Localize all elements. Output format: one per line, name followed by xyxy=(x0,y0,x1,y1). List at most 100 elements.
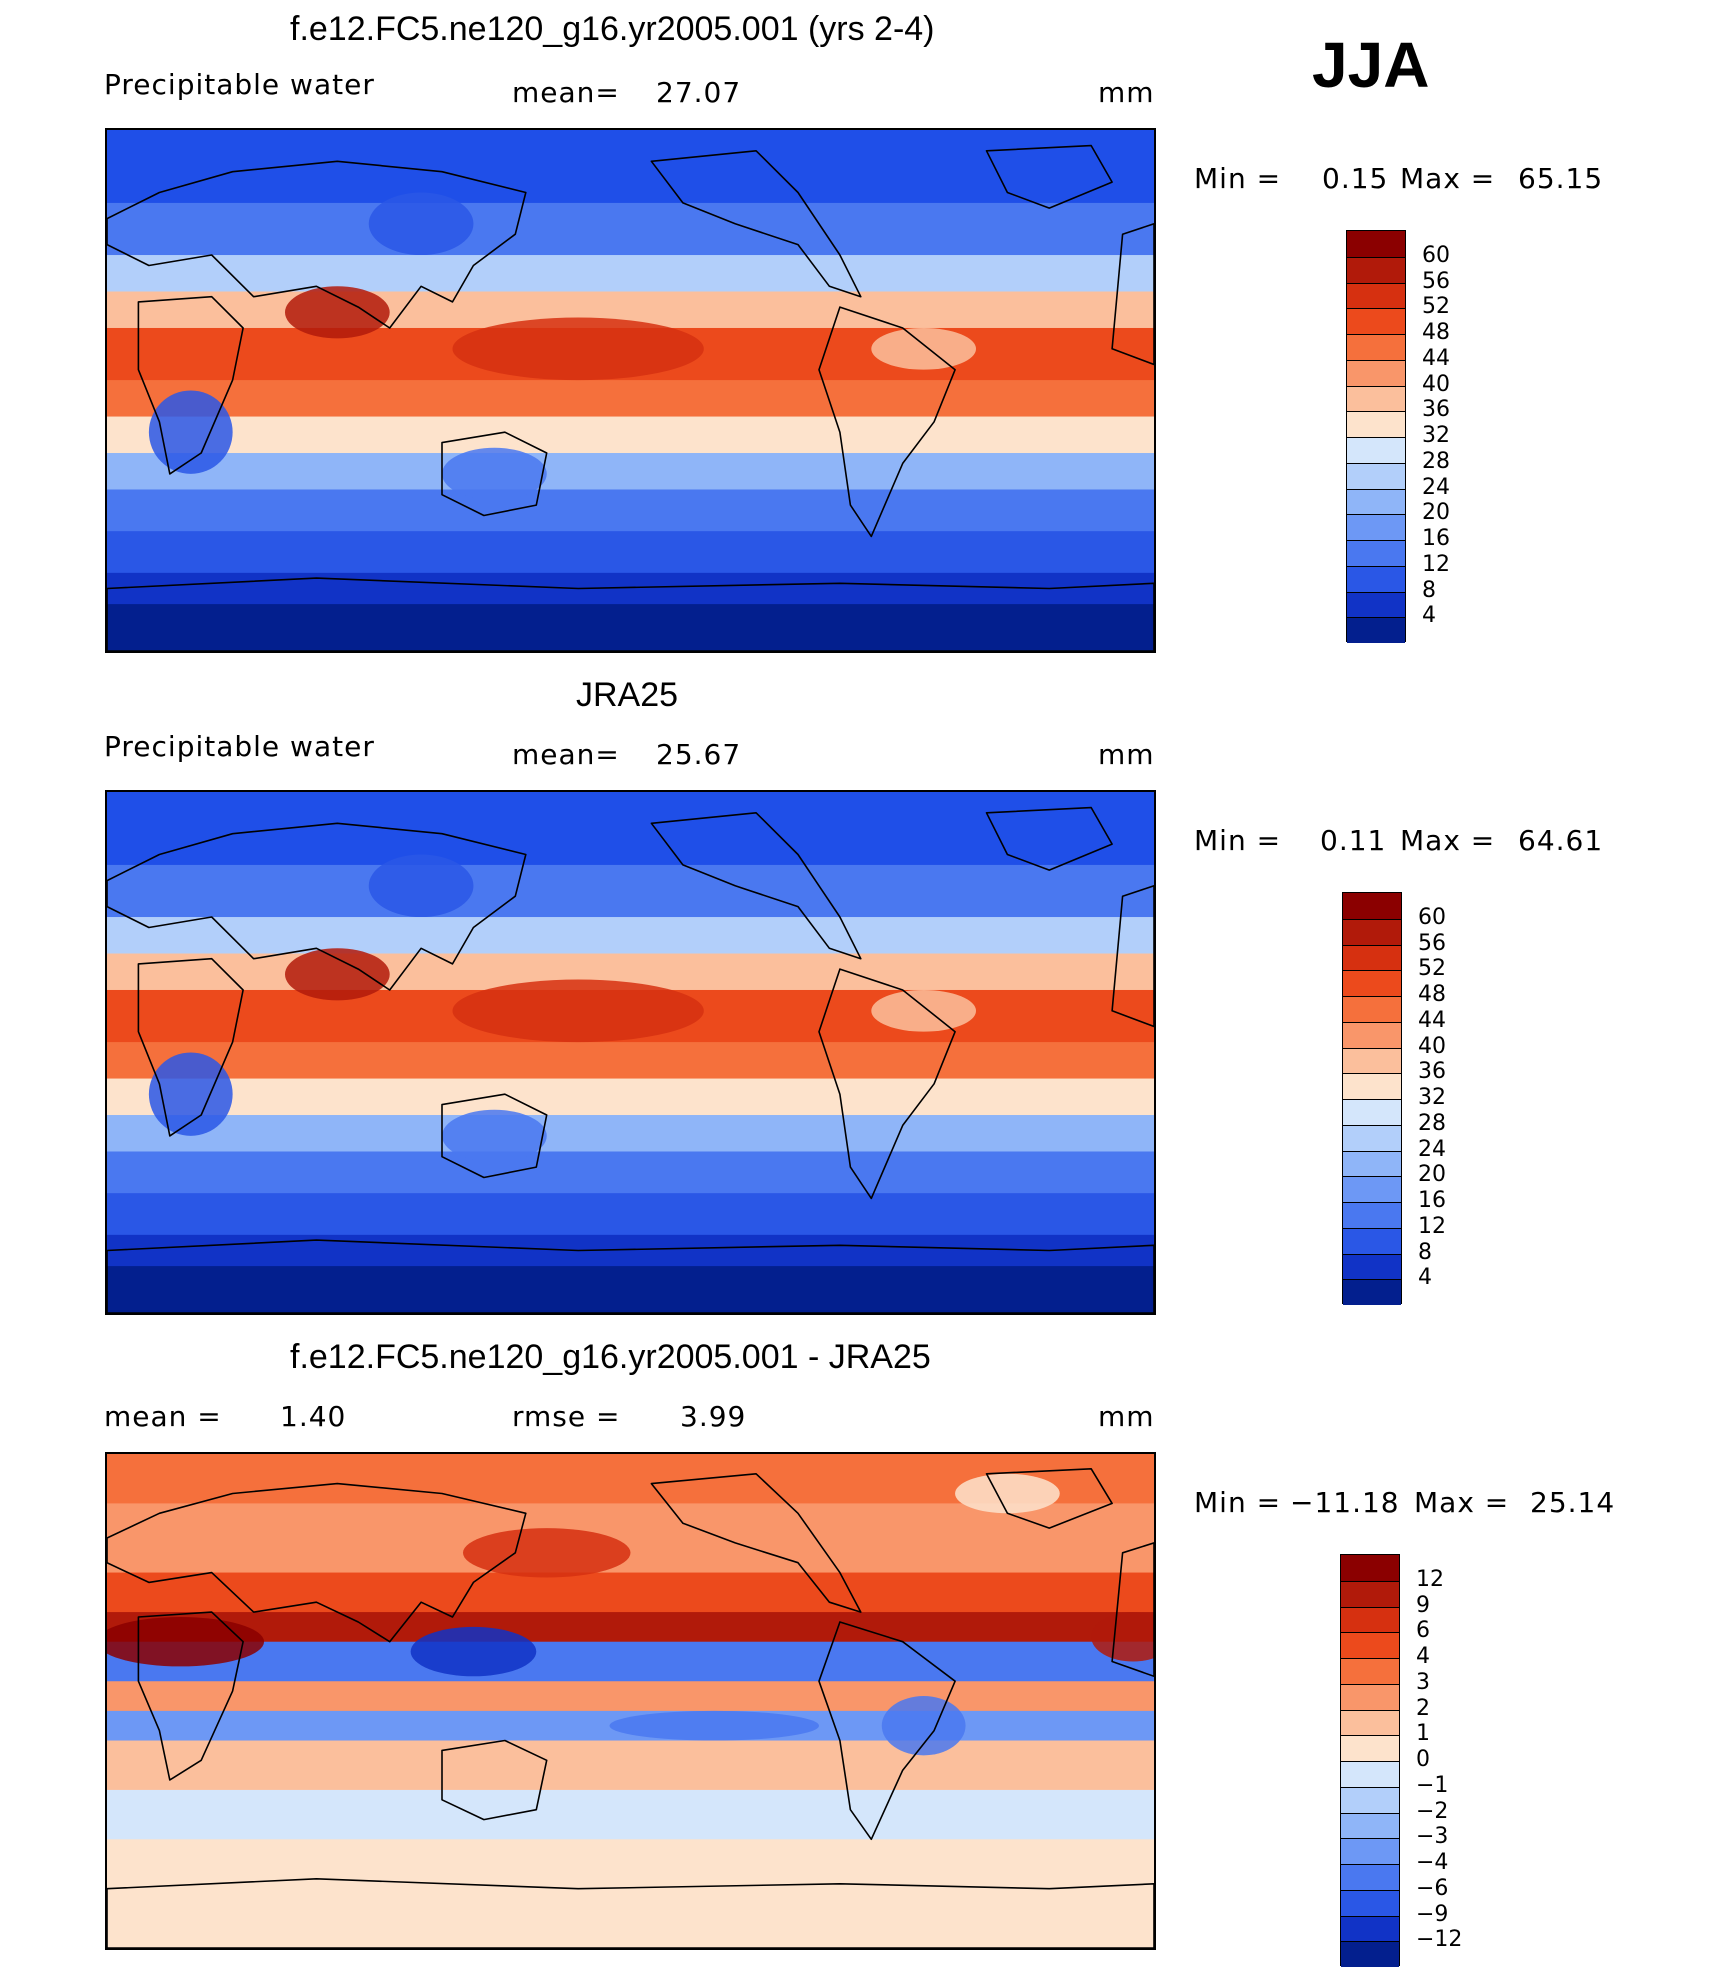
colorbar-segment xyxy=(1343,1047,1401,1074)
colorbar-segment xyxy=(1347,514,1405,540)
colorbar-segment xyxy=(1343,1021,1401,1048)
colorbar-segment xyxy=(1347,437,1405,463)
colorbar-segment xyxy=(1341,1786,1399,1813)
panel-1-units: mm xyxy=(1098,76,1155,109)
panel-1-mean-label: mean= xyxy=(512,76,620,109)
coastline xyxy=(137,295,244,475)
colorbar-tick-label: 36 xyxy=(1418,1059,1446,1085)
panel-3-map xyxy=(105,1452,1156,1950)
colorbar-tick-label: 12 xyxy=(1418,1213,1446,1239)
coastline xyxy=(107,1239,1154,1313)
colorbar-segment xyxy=(1341,1889,1399,1916)
colorbar-tick-label: 16 xyxy=(1422,526,1450,551)
colorbar-segment xyxy=(1347,231,1405,257)
coastline xyxy=(818,306,956,538)
colorbar-segment xyxy=(1347,385,1405,412)
field-band xyxy=(107,531,1154,574)
panel-2-colorbar: 60 56 52 48 44 40 36 32 28 24 20 16 12 8 4 xyxy=(1342,892,1542,1305)
colorbar-tick-label: 12 xyxy=(1422,551,1450,577)
colorbar-segment xyxy=(1343,918,1401,945)
colorbar-box xyxy=(1346,230,1406,643)
panel-3-min-value: −11.18 xyxy=(1290,1486,1400,1519)
panel-1-min-label: Min = xyxy=(1194,162,1282,195)
colorbar-tick-label: 60 xyxy=(1422,242,1450,268)
coastline xyxy=(107,1482,527,1643)
colorbar-tick-label: 8 xyxy=(1422,577,1436,603)
colorbar-segment xyxy=(1347,411,1405,437)
panel-2-variable-label: Precipitable water xyxy=(104,730,375,763)
field-band xyxy=(107,792,1154,866)
panel-3-max-label: Max = xyxy=(1414,1486,1510,1519)
field-band xyxy=(107,1078,1154,1117)
colorbar-segment xyxy=(1343,1099,1401,1125)
field-band xyxy=(107,1839,1154,1948)
field-anomaly xyxy=(452,979,704,1043)
field-band xyxy=(107,1234,1154,1268)
field-band xyxy=(107,1789,1154,1841)
colorbar-segment xyxy=(1347,462,1405,489)
panel-2-min-value: 0.11 xyxy=(1320,824,1387,857)
colorbar-segment xyxy=(1347,256,1405,283)
panel-3-map-canvas xyxy=(107,1454,1154,1948)
colorbar-tick-label: 20 xyxy=(1422,500,1450,526)
field-anomaly xyxy=(871,327,977,370)
colorbar-tick-label: 32 xyxy=(1418,1085,1446,1110)
colorbar-segment xyxy=(1341,1838,1399,1864)
field-anomaly xyxy=(881,1696,966,1756)
field-anomaly xyxy=(955,1473,1060,1514)
colorbar-tick-label: 60 xyxy=(1418,904,1446,930)
coastline xyxy=(137,1611,244,1781)
colorbar-tick-label: 28 xyxy=(1422,448,1450,474)
field-band xyxy=(107,1572,1154,1614)
field-anomaly xyxy=(368,854,474,918)
field-band xyxy=(107,604,1154,651)
panel-2-max-value: 64.61 xyxy=(1518,824,1604,857)
field-anomaly xyxy=(368,192,474,256)
field-band xyxy=(107,130,1154,204)
field-anomaly xyxy=(462,1528,631,1578)
colorbar-tick-label: 8 xyxy=(1418,1239,1432,1265)
colorbar-tick-label: −6 xyxy=(1416,1875,1449,1901)
coastline xyxy=(1111,223,1154,366)
colorbar-segment xyxy=(1347,565,1405,592)
colorbar-tick-label: 9 xyxy=(1416,1592,1430,1618)
panel-3-rmse-value: 3.99 xyxy=(680,1400,747,1433)
field-band xyxy=(107,380,1154,418)
colorbar-tick-label: −9 xyxy=(1416,1901,1449,1927)
coastline xyxy=(650,1472,862,1613)
colorbar-segment xyxy=(1347,308,1405,334)
colorbar-tick-label: 52 xyxy=(1422,294,1450,320)
colorbar-segment xyxy=(1347,540,1405,566)
colorbar-tick-label: 32 xyxy=(1422,423,1450,448)
field-band xyxy=(107,1042,1154,1080)
colorbar-tick-label: 0 xyxy=(1416,1747,1430,1772)
colorbar-tick-label: 4 xyxy=(1416,1644,1430,1669)
colorbar-tick-label: 4 xyxy=(1422,603,1436,629)
panel-2-mean-value: 25.67 xyxy=(656,738,742,771)
colorbar-segment xyxy=(1347,591,1405,618)
panel-1-colorbar: 60 56 52 48 44 40 36 32 28 24 20 16 12 8 4 xyxy=(1346,230,1546,643)
colorbar-tick-label: 24 xyxy=(1418,1136,1446,1162)
colorbar-segment xyxy=(1347,488,1405,515)
field-band xyxy=(107,1641,1154,1683)
colorbar-segment xyxy=(1343,996,1401,1022)
field-band xyxy=(107,917,1154,955)
coastline xyxy=(441,1093,548,1179)
field-anomaly xyxy=(442,1109,547,1162)
season-label: JJA xyxy=(1312,29,1430,101)
colorbar-tick-label: −2 xyxy=(1416,1798,1449,1824)
colorbar-tick-label: 28 xyxy=(1418,1110,1446,1136)
colorbar-tick-label: 56 xyxy=(1418,930,1446,956)
colorbar-segment xyxy=(1341,1735,1399,1761)
coastline xyxy=(985,144,1113,209)
colorbar-tick-label: 48 xyxy=(1418,982,1446,1007)
colorbar-segment xyxy=(1343,893,1401,919)
colorbar-tick-label: 12 xyxy=(1416,1566,1444,1592)
colorbar-tick-label: 20 xyxy=(1418,1162,1446,1188)
colorbar-segment xyxy=(1343,1073,1401,1099)
colorbar-tick-label: 36 xyxy=(1422,397,1450,423)
colorbar-box xyxy=(1342,892,1402,1305)
field-band xyxy=(107,416,1154,455)
colorbar-tick-label: 3 xyxy=(1416,1669,1430,1695)
field-anomaly xyxy=(1091,1612,1154,1662)
